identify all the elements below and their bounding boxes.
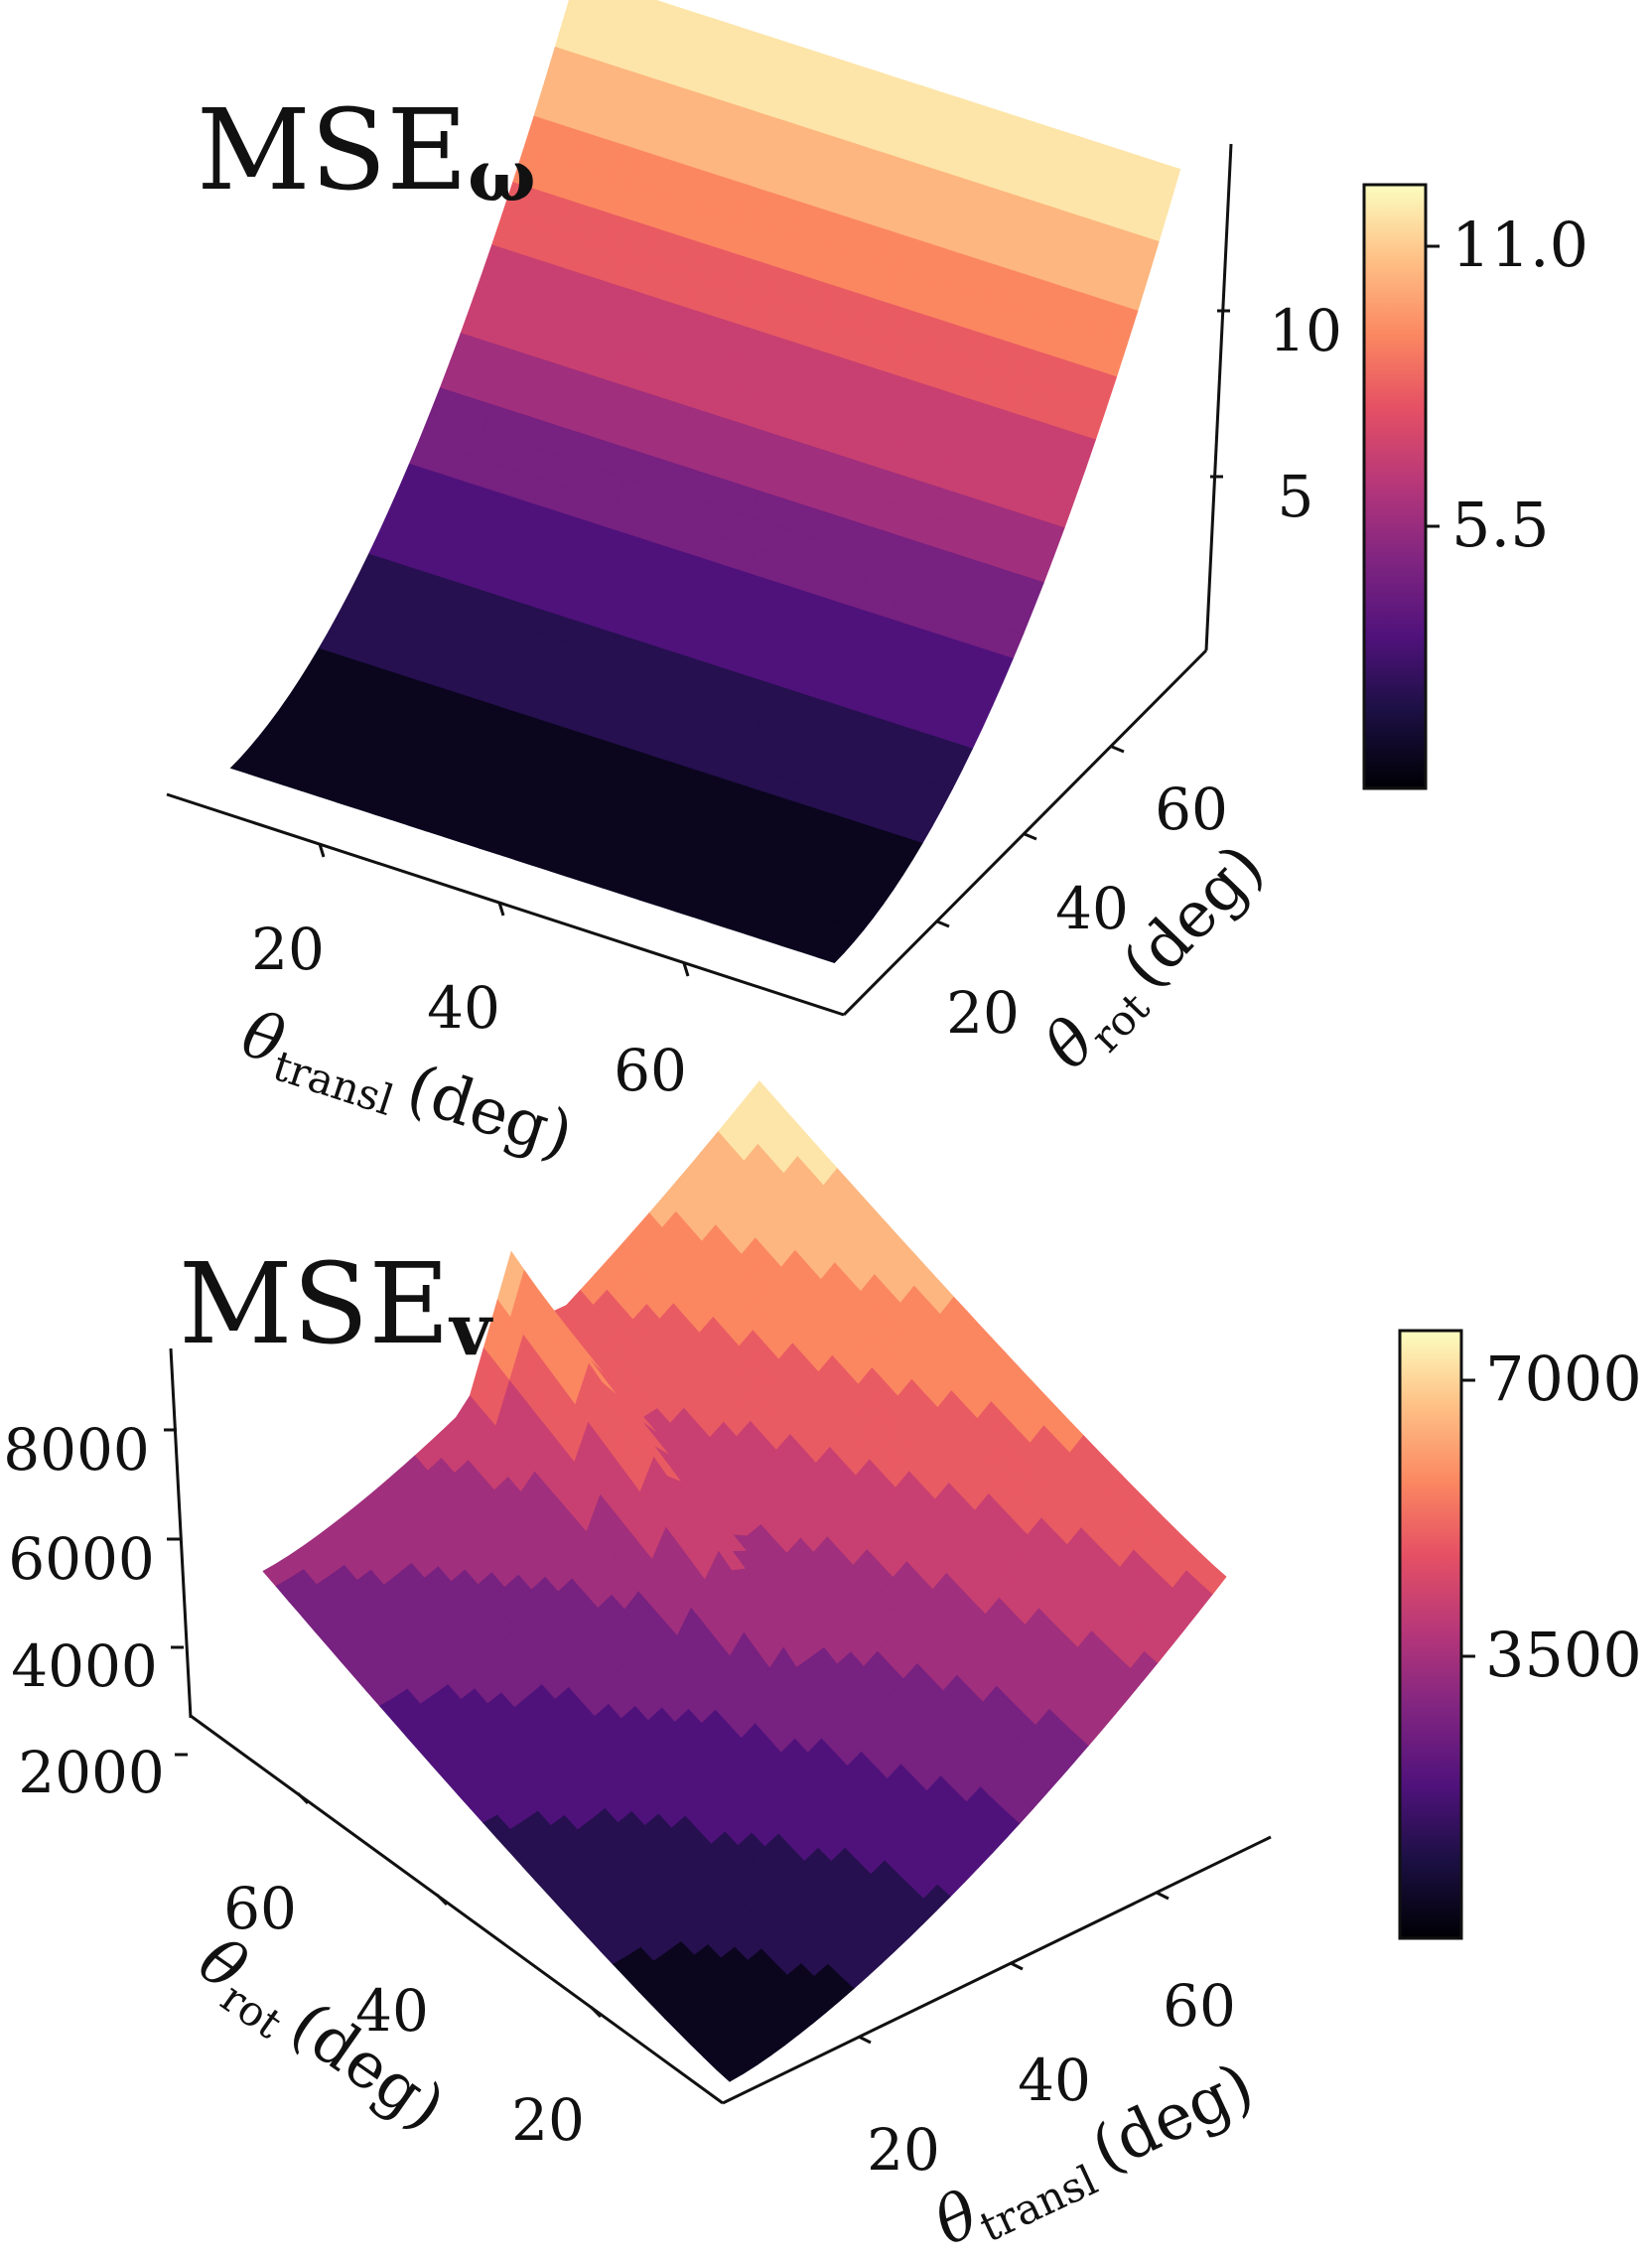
- y-tick-mark-20-v: [589, 2005, 603, 2019]
- chart-title-v: MSEv: [179, 1240, 493, 1371]
- colorbar-v: [1398, 1329, 1463, 1940]
- surface-cell: [815, 946, 845, 963]
- x-tick-label-40-v: 40: [1018, 2047, 1091, 2114]
- x-tick-mark-40: [497, 902, 505, 917]
- y-tick-mark-40: [1024, 832, 1037, 841]
- y-tick-mark-40-v: [435, 1893, 449, 1907]
- z-axis-line-v: [169, 1347, 193, 1719]
- x-axis-label-transl-v: θtransl(deg): [923, 2050, 1268, 2263]
- x-tick-mark-60-v: [1156, 1891, 1170, 1901]
- chart-title-omega: MSEω: [197, 86, 536, 217]
- x-axis-label-transl: θtransl(deg): [231, 998, 582, 1181]
- z-tick-label-4000: 4000: [11, 1632, 158, 1700]
- colorbar-tick-label-3500: 3500: [1485, 1619, 1642, 1691]
- x-tick-label-20: 20: [251, 916, 325, 983]
- z-tick-label-8000: 8000: [3, 1416, 150, 1484]
- x-axis-line-transl-v: [722, 1835, 1272, 2105]
- y-tick-label-40: 40: [1055, 875, 1129, 942]
- surface-mse-omega: [229, 0, 1181, 963]
- z-tick-label-6000: 6000: [8, 1525, 155, 1593]
- colorbar-tick-label-7000: 7000: [1485, 1343, 1642, 1415]
- y-tick-label-60-v: 60: [223, 1875, 297, 1942]
- y-tick-mark-60: [1111, 745, 1125, 754]
- x-tick-mark-60: [682, 962, 690, 977]
- x-tick-label-40: 40: [427, 974, 500, 1042]
- z-tick-label-10: 10: [1269, 297, 1342, 364]
- x-tick-label-60-v: 60: [1163, 1972, 1236, 2040]
- y-tick-mark-60-v: [296, 1791, 310, 1805]
- z-tick-label-5: 5: [1278, 463, 1314, 530]
- chart-mse-omega: MSEω 20 40 60 θtransl(deg) 20 40 60 θrot…: [166, 0, 1588, 1181]
- x-tick-mark-20: [318, 843, 326, 858]
- colorbar-tick-label-11-0: 11.0: [1451, 209, 1588, 281]
- z-tick-label-2000: 2000: [18, 1739, 165, 1806]
- y-axis-line-rot: [842, 648, 1208, 1017]
- y-axis-line-rot-v: [190, 1714, 724, 2105]
- surface-mse-v: [262, 1080, 1227, 2082]
- x-tick-label-20-v: 20: [867, 2116, 940, 2184]
- z-axis-line-omega: [1204, 143, 1233, 651]
- colorbar-omega: [1362, 183, 1428, 790]
- y-tick-mark-20: [936, 919, 950, 928]
- surface-cell: [716, 2060, 745, 2082]
- y-axis-label-rot: θrot(deg): [1031, 830, 1284, 1088]
- x-tick-mark-40-v: [1010, 1961, 1024, 1971]
- y-tick-label-40-v: 40: [355, 1977, 429, 2045]
- x-axis-line-transl: [166, 792, 845, 1017]
- chart-mse-v: MSEv 8000 6000 4000 2000 60 40 20 θrot(d…: [3, 1080, 1642, 2263]
- colorbar-tick-label-5-5: 5.5: [1451, 489, 1550, 561]
- y-tick-label-20: 20: [946, 979, 1020, 1047]
- x-tick-label-60: 60: [614, 1037, 687, 1104]
- x-tick-mark-20-v: [858, 2035, 872, 2045]
- y-tick-label-60: 60: [1155, 776, 1228, 843]
- y-tick-label-20-v: 20: [511, 2086, 585, 2154]
